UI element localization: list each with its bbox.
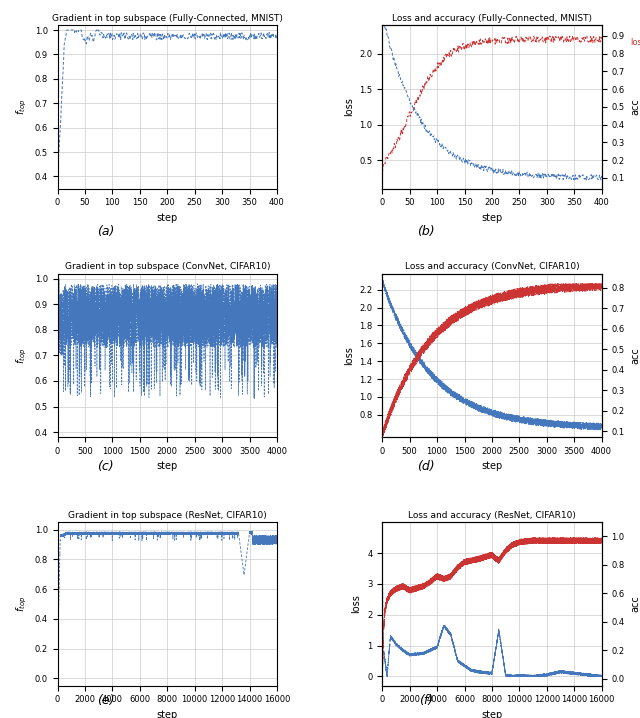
Title: Gradient in top subspace (Fully-Connected, MNIST): Gradient in top subspace (Fully-Connecte… <box>52 14 283 23</box>
Text: (c): (c) <box>97 460 114 473</box>
Title: Gradient in top subspace (ResNet, CIFAR10): Gradient in top subspace (ResNet, CIFAR1… <box>68 511 267 520</box>
Text: (e): (e) <box>97 694 115 707</box>
Text: (a): (a) <box>97 225 115 238</box>
Text: (f): (f) <box>419 694 433 707</box>
Y-axis label: $f_{top}$: $f_{top}$ <box>15 99 29 115</box>
Text: (d): (d) <box>417 460 435 473</box>
X-axis label: step: step <box>157 213 178 223</box>
Y-axis label: acc: acc <box>630 347 640 364</box>
Y-axis label: $f_{top}$: $f_{top}$ <box>15 596 29 612</box>
Title: Loss and accuracy (ResNet, CIFAR10): Loss and accuracy (ResNet, CIFAR10) <box>408 511 576 520</box>
Y-axis label: acc: acc <box>630 98 640 116</box>
Y-axis label: loss: loss <box>351 595 362 613</box>
X-axis label: step: step <box>481 462 502 472</box>
Y-axis label: $f_{top}$: $f_{top}$ <box>15 348 29 363</box>
Title: Loss and accuracy (ConvNet, CIFAR10): Loss and accuracy (ConvNet, CIFAR10) <box>404 263 579 271</box>
Text: (b): (b) <box>417 225 435 238</box>
Y-axis label: loss: loss <box>344 98 354 116</box>
X-axis label: step: step <box>157 710 178 718</box>
Title: Gradient in top subspace (ConvNet, CIFAR10): Gradient in top subspace (ConvNet, CIFAR… <box>65 263 270 271</box>
X-axis label: step: step <box>157 462 178 472</box>
X-axis label: step: step <box>481 710 502 718</box>
Y-axis label: acc: acc <box>630 595 640 612</box>
Title: Loss and accuracy (Fully-Connected, MNIST): Loss and accuracy (Fully-Connected, MNIS… <box>392 14 592 23</box>
X-axis label: step: step <box>481 213 502 223</box>
Y-axis label: loss: loss <box>344 346 354 365</box>
Text: loss: loss <box>630 38 640 47</box>
